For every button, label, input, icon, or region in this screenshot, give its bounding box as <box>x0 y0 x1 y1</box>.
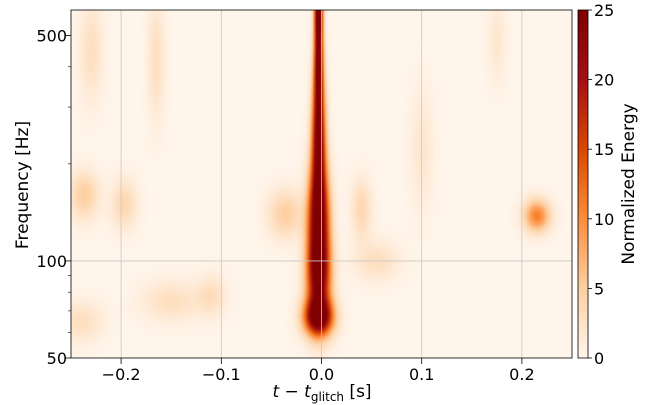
x-axis-ticks: −0.2 −0.1 0.0 0.1 0.2 <box>102 358 535 384</box>
spectrogram-plot: −0.2 −0.1 0.0 0.1 0.2 50 100 500 <box>36 9 573 384</box>
x-tick-label: −0.1 <box>202 365 241 384</box>
x-tick-label: 0.2 <box>509 365 534 384</box>
x-tick-label: 0.0 <box>309 365 334 384</box>
colorbar: 0 5 10 15 20 25 <box>577 1 614 368</box>
x-tick-label: −0.2 <box>102 365 141 384</box>
y-tick-label: 100 <box>36 252 67 271</box>
colorbar-label: Normalized Energy <box>619 103 639 264</box>
x-axis-title-main: t − t <box>272 382 312 402</box>
colorbar-tick-label: 0 <box>594 349 604 368</box>
colorbar-tick-label: 25 <box>594 1 614 20</box>
colorbar-gradient <box>578 10 588 358</box>
colorbar-frame <box>577 9 589 359</box>
colorbar-ticks: 0 5 10 15 20 25 <box>588 1 614 368</box>
x-tick-label: 0.1 <box>409 365 434 384</box>
grid-lines <box>71 10 572 358</box>
colorbar-tick-label: 20 <box>594 71 614 90</box>
x-axis-title-unit: [s] <box>344 382 372 402</box>
x-axis-title-sub: glitch <box>311 390 344 404</box>
y-axis-title: Frequency [Hz] <box>13 121 33 249</box>
colorbar-tick-label: 15 <box>594 140 614 159</box>
colorbar-tick-label: 10 <box>594 210 614 229</box>
x-axis-title: t − tglitch [s] <box>272 382 371 404</box>
colorbar-tick-label: 5 <box>594 279 604 298</box>
y-axis-ticks: 50 100 500 <box>36 27 71 368</box>
y-tick-label: 50 <box>47 349 67 368</box>
y-tick-label: 500 <box>36 27 67 46</box>
